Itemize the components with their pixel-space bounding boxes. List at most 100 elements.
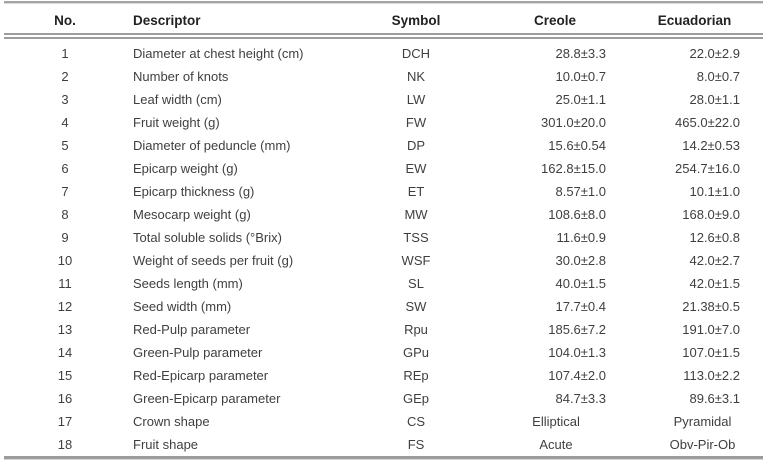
cell-descriptor: Crown shape bbox=[133, 414, 210, 429]
cell-symbol: SL bbox=[408, 276, 424, 291]
cell-ecuadorian: 21.38±0.5 bbox=[682, 299, 740, 314]
table-row: 8 Mesocarp weight (g) MW 108.6±8.0 168.0±9.0 bbox=[4, 203, 763, 226]
cell-symbol: LW bbox=[406, 92, 426, 107]
cell-descriptor: Mesocarp weight (g) bbox=[133, 207, 251, 222]
cell-descriptor: Leaf width (cm) bbox=[133, 92, 222, 107]
cell-ecuadorian: Pyramidal bbox=[673, 414, 732, 429]
cell-creole: 301.0±20.0 bbox=[541, 115, 606, 130]
cell-ecuadorian: 8.0±0.7 bbox=[696, 69, 740, 84]
table-row: 10 Weight of seeds per fruit (g) WSF 30.0±2… bbox=[4, 249, 763, 272]
cell-ecuadorian: Obv-Pir-Ob bbox=[669, 437, 736, 452]
table-row: 5 Diameter of peduncle (mm) DP 15.6±0.54 14.… bbox=[4, 134, 763, 157]
cell-creole: 107.4±2.0 bbox=[548, 368, 606, 383]
header-row: No. Descriptor Symbol Creole Ecuadorian bbox=[4, 2, 763, 39]
cell-ecuadorian: 10.1±1.0 bbox=[689, 184, 740, 199]
cell-ecuadorian: 12.6±0.8 bbox=[689, 230, 740, 245]
table-row: 4 Fruit weight (g) FW 301.0±20.0 465.0±22.0 bbox=[4, 111, 763, 134]
cell-descriptor: Weight of seeds per fruit (g) bbox=[133, 253, 294, 268]
column-header-descriptor: Descriptor bbox=[118, 2, 370, 39]
cell-no: 12 bbox=[57, 299, 73, 314]
cell-creole: 10.0±0.7 bbox=[555, 69, 606, 84]
cell-creole: 40.0±1.5 bbox=[555, 276, 606, 291]
cell-ecuadorian: 89.6±3.1 bbox=[689, 391, 740, 406]
cell-symbol: TSS bbox=[403, 230, 429, 245]
table-row: 2 Number of knots NK 10.0±0.7 8.0±0.7 bbox=[4, 65, 763, 88]
cell-symbol: NK bbox=[406, 69, 426, 84]
cell-symbol: SW bbox=[405, 299, 427, 314]
cell-no: 6 bbox=[61, 161, 69, 176]
cell-symbol: ET bbox=[407, 184, 425, 199]
cell-descriptor: Fruit shape bbox=[133, 437, 199, 452]
cell-no: 8 bbox=[61, 207, 69, 222]
cell-descriptor: Green-Epicarp parameter bbox=[133, 391, 281, 406]
cell-no: 4 bbox=[61, 115, 69, 130]
cell-creole: 11.6±0.9 bbox=[556, 230, 606, 245]
cell-descriptor: Seed width (mm) bbox=[133, 299, 232, 314]
cell-ecuadorian: 168.0±9.0 bbox=[682, 207, 740, 222]
cell-symbol: MW bbox=[404, 207, 428, 222]
cell-ecuadorian: 107.0±1.5 bbox=[682, 345, 740, 360]
table-row: 14 Green-Pulp parameter GPu 104.0±1.3 107.0±… bbox=[4, 341, 763, 364]
cell-no: 15 bbox=[57, 368, 73, 383]
cell-descriptor: Diameter of peduncle (mm) bbox=[133, 138, 291, 153]
cell-no: 13 bbox=[57, 322, 73, 337]
cell-creole: Acute bbox=[539, 437, 573, 452]
table-row: 6 Epicarp weight (g) EW 162.8±15.0 254.7±16.… bbox=[4, 157, 763, 180]
table-row: 17 Crown shape CS Elliptical Pyramidal bbox=[4, 410, 763, 433]
cell-no: 17 bbox=[57, 414, 73, 429]
cell-symbol: CS bbox=[406, 414, 426, 429]
table-row: 16 Green-Epicarp parameter GEp 84.7±3.3 89.6… bbox=[4, 387, 763, 410]
cell-descriptor: Red-Epicarp parameter bbox=[133, 368, 269, 383]
cell-descriptor: Epicarp thickness (g) bbox=[133, 184, 255, 199]
table-row: 3 Leaf width (cm) LW 25.0±1.1 28.0±1.1 bbox=[4, 88, 763, 111]
table-row: 12 Seed width (mm) SW 17.7±0.4 21.38±0.5 bbox=[4, 295, 763, 318]
cell-descriptor: Total soluble solids (°Brix) bbox=[133, 230, 282, 245]
column-header-symbol: Symbol bbox=[370, 2, 466, 39]
column-header-creole: Creole bbox=[466, 2, 614, 39]
cell-symbol: REp bbox=[403, 368, 429, 383]
cell-no: 10 bbox=[57, 253, 73, 268]
cell-creole: Elliptical bbox=[532, 414, 580, 429]
table-row: 11 Seeds length (mm) SL 40.0±1.5 42.0±1.5 bbox=[4, 272, 763, 295]
cell-symbol: DCH bbox=[401, 46, 431, 61]
cell-ecuadorian: 113.0±2.2 bbox=[683, 368, 740, 383]
cell-symbol: Rpu bbox=[404, 322, 428, 337]
cell-no: 16 bbox=[57, 391, 73, 406]
cell-descriptor: Seeds length (mm) bbox=[133, 276, 243, 291]
cell-ecuadorian: 191.0±7.0 bbox=[682, 322, 740, 337]
column-header-no: No. bbox=[4, 2, 118, 39]
table-row: 1 Diameter at chest height (cm) DCH 28.8±3.… bbox=[4, 36, 763, 65]
table-row: 9 Total soluble solids (°Brix) TSS 11.6±0.9… bbox=[4, 226, 763, 249]
cell-symbol: FW bbox=[405, 115, 427, 130]
cell-creole: 8.57±1.0 bbox=[555, 184, 606, 199]
table-row: 13 Red-Pulp parameter Rpu 185.6±7.2 191.0±7.… bbox=[4, 318, 763, 341]
cell-symbol: FS bbox=[407, 437, 425, 452]
cell-no: 9 bbox=[61, 230, 69, 245]
cell-creole: 17.7±0.4 bbox=[555, 299, 606, 314]
cell-no: 11 bbox=[58, 276, 72, 291]
cell-ecuadorian: 42.0±2.7 bbox=[689, 253, 740, 268]
descriptor-comparison-table: No. Descriptor Symbol Creole Ecuadorian … bbox=[4, 1, 763, 459]
cell-creole: 185.6±7.2 bbox=[548, 322, 606, 337]
cell-ecuadorian: 22.0±2.9 bbox=[689, 46, 740, 61]
cell-descriptor: Red-Pulp parameter bbox=[133, 322, 251, 337]
table-header: No. Descriptor Symbol Creole Ecuadorian bbox=[4, 2, 763, 39]
cell-ecuadorian: 14.2±0.53 bbox=[682, 138, 740, 153]
cell-creole: 104.0±1.3 bbox=[548, 345, 606, 360]
cell-ecuadorian: 42.0±1.5 bbox=[689, 276, 740, 291]
column-header-ecuadorian: Ecuadorian bbox=[614, 2, 763, 39]
cell-no: 14 bbox=[57, 345, 73, 360]
cell-symbol: GEp bbox=[402, 391, 429, 406]
cell-creole: 15.6±0.54 bbox=[548, 138, 606, 153]
cell-descriptor: Green-Pulp parameter bbox=[133, 345, 263, 360]
cell-symbol: DP bbox=[406, 138, 426, 153]
cell-descriptor: Epicarp weight (g) bbox=[133, 161, 238, 176]
cell-symbol: GPu bbox=[402, 345, 429, 360]
cell-descriptor: Diameter at chest height (cm) bbox=[133, 46, 304, 61]
cell-no: 7 bbox=[61, 184, 69, 199]
table-row: 15 Red-Epicarp parameter REp 107.4±2.0 113.0… bbox=[4, 364, 763, 387]
table-body: 1 Diameter at chest height (cm) DCH 28.8±3.… bbox=[4, 36, 763, 458]
cell-descriptor: Number of knots bbox=[133, 69, 229, 84]
cell-creole: 108.6±8.0 bbox=[548, 207, 606, 222]
